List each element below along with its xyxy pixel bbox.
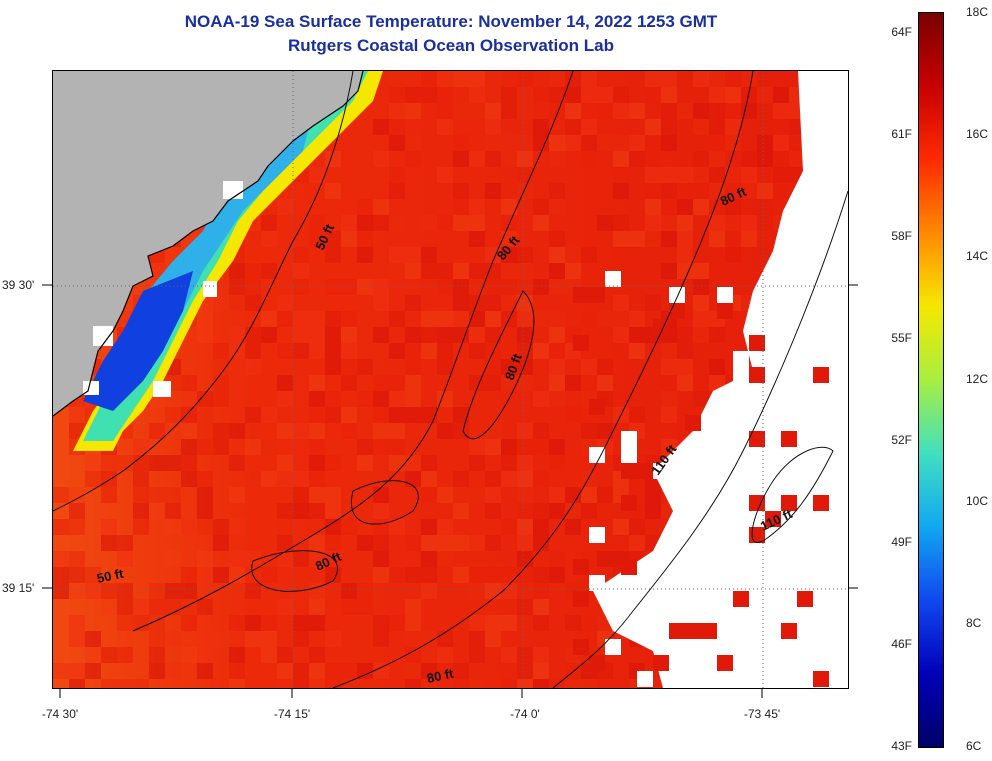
colorbar-fahrenheit-label: 58F xyxy=(891,229,912,243)
colorbar-fahrenheit-label: 43F xyxy=(891,739,912,753)
colorbar-celsius-label: 12C xyxy=(966,372,989,386)
map-title: NOAA-19 Sea Surface Temperature: Novembe… xyxy=(184,12,718,31)
contour-label: 80 ft xyxy=(426,666,456,686)
coastline xyxy=(53,71,364,417)
colorbar-fahrenheit-label: 52F xyxy=(891,433,912,447)
longitude-label: -74 0' xyxy=(510,707,540,721)
latitude-label: 39 15' xyxy=(2,581,35,595)
temperature-colorbar xyxy=(918,12,944,748)
bathymetry-contours xyxy=(53,71,848,688)
colorbar-fahrenheit-label: 61F xyxy=(891,127,912,141)
colorbar-fahrenheit-label: 49F xyxy=(891,535,912,549)
sst-map-canvas: 50 ft 80 ft 80 ft 80 ft 110 ft 110 ft 80… xyxy=(53,71,848,688)
map-subtitle: Rutgers Coastal Ocean Observation Lab xyxy=(288,36,614,55)
colorbar-celsius-label: 10C xyxy=(966,494,989,508)
longitude-label: -73 45' xyxy=(743,707,781,721)
colorbar-fahrenheit-label: 55F xyxy=(891,331,912,345)
colorbar-celsius-label: 14C xyxy=(966,249,989,263)
longitude-label: -74 15' xyxy=(273,707,311,721)
contour-label: 50 ft xyxy=(96,566,126,586)
coastal-cool-band xyxy=(73,71,383,451)
colorbar-celsius-label: 6C xyxy=(966,739,982,753)
cloud-mask xyxy=(593,71,848,688)
sst-map: 50 ft 80 ft 80 ft 80 ft 110 ft 110 ft 80… xyxy=(52,70,849,689)
colorbar-celsius-label: 18C xyxy=(966,5,989,19)
colorbar-celsius-label: 16C xyxy=(966,127,989,141)
colorbar-fahrenheit-label: 64F xyxy=(891,25,912,39)
colorbar-celsius-label: 8C xyxy=(966,616,982,630)
cloud-pixels xyxy=(573,271,829,687)
land-mass xyxy=(53,71,363,416)
colorbar-fahrenheit-label: 46F xyxy=(891,637,912,651)
latitude-label: 39 30' xyxy=(2,278,35,292)
graticule xyxy=(53,71,848,688)
longitude-label: -74 30' xyxy=(41,707,79,721)
coastal-cloud-gaps xyxy=(83,181,243,397)
